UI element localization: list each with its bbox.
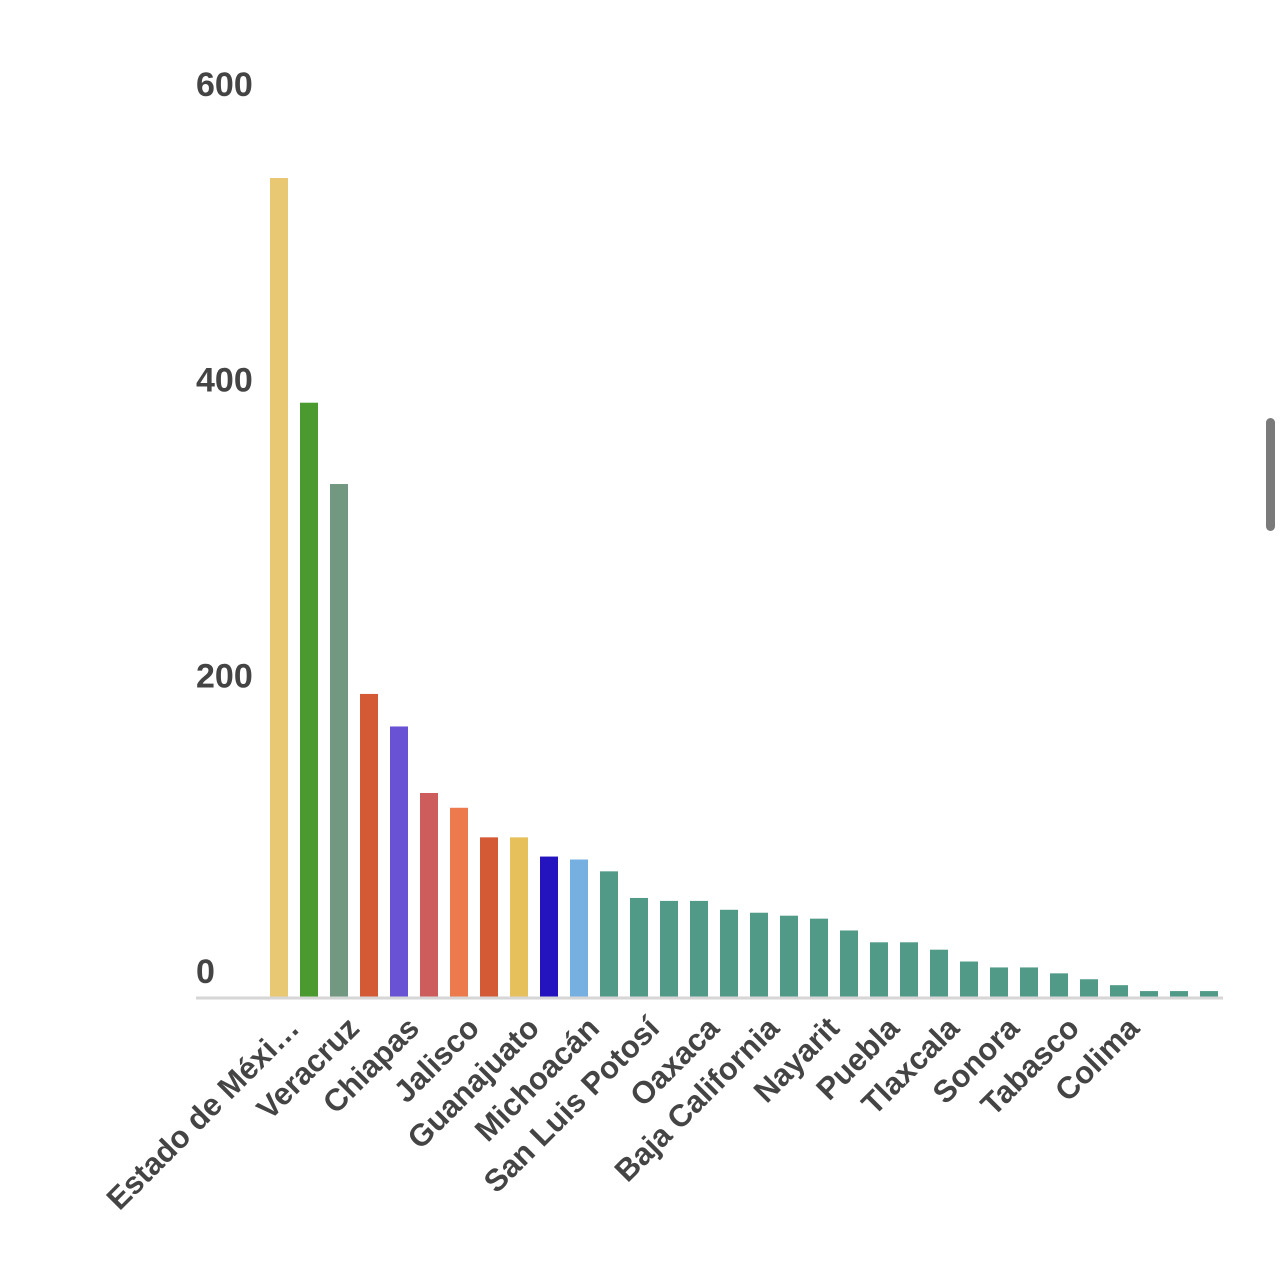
bar — [690, 900, 708, 997]
bar — [630, 897, 648, 997]
x-axis-labels: Estado de Méxi…VeracruzChiapasJaliscoGua… — [100, 1009, 1147, 1216]
y-axis-ticks: 0 200 400 600 — [196, 66, 253, 991]
bar — [660, 900, 678, 997]
bar — [930, 949, 948, 997]
bar — [270, 178, 288, 998]
bars — [270, 178, 1218, 998]
bar — [360, 693, 378, 997]
bar — [510, 837, 528, 997]
bar — [750, 912, 768, 997]
bar — [810, 918, 828, 997]
y-tick-label: 400 — [196, 362, 253, 400]
scrollbar[interactable] — [1266, 418, 1275, 531]
bar — [840, 930, 858, 997]
bar — [1200, 991, 1218, 997]
y-tick-label: 200 — [196, 657, 253, 695]
bar — [540, 856, 558, 997]
y-tick-label: 600 — [196, 66, 253, 104]
bar — [1110, 985, 1128, 997]
bar — [1020, 967, 1038, 997]
bar — [600, 871, 618, 997]
bar — [990, 967, 1008, 997]
bar — [780, 915, 798, 997]
bar — [570, 859, 588, 997]
bar — [420, 792, 438, 997]
bar — [330, 484, 348, 998]
y-tick-label: 0 — [196, 953, 215, 991]
bar — [1140, 991, 1158, 997]
bar — [300, 402, 318, 998]
bar — [1170, 991, 1188, 997]
bar — [720, 909, 738, 997]
bar — [960, 961, 978, 997]
bar — [450, 807, 468, 997]
bar — [900, 942, 918, 997]
bar — [390, 726, 408, 997]
bar — [480, 837, 498, 997]
bar — [870, 942, 888, 997]
bar — [1050, 973, 1068, 997]
bar — [1080, 979, 1098, 997]
